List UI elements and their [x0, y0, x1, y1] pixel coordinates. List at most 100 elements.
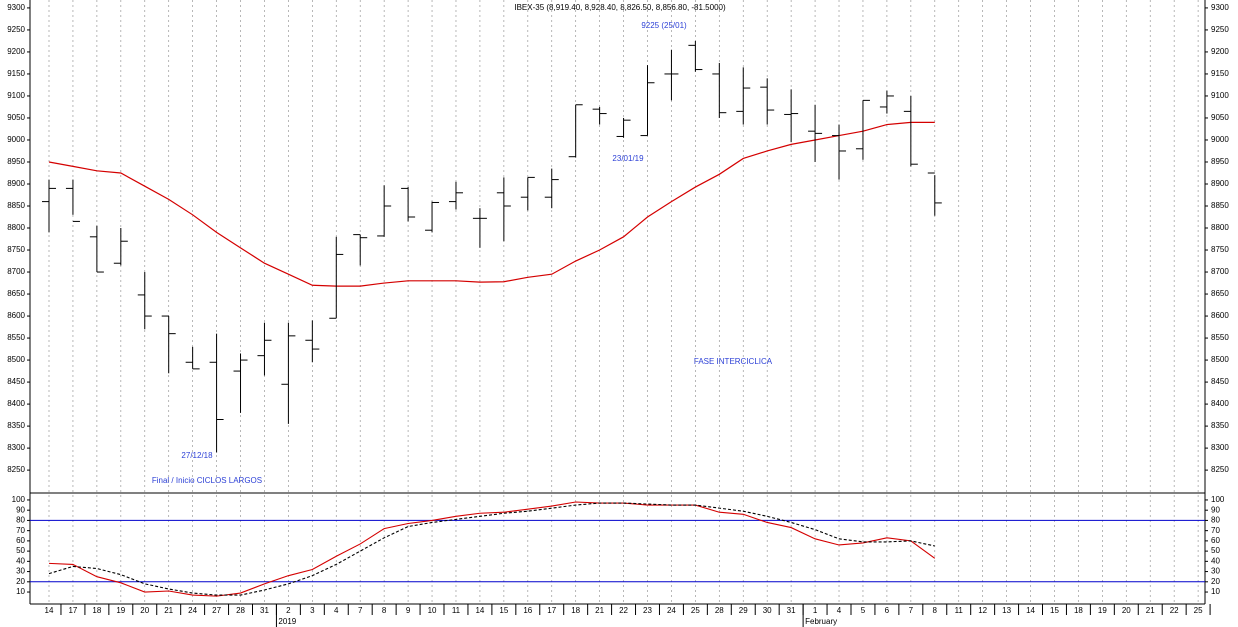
x-tick-label: 11 — [452, 606, 461, 615]
x-tick-label: 9 — [406, 606, 411, 615]
x-tick-label: 21 — [1146, 606, 1155, 615]
y-tick-label: 8350 — [1211, 421, 1229, 430]
x-tick-label: 24 — [188, 606, 197, 615]
y-tick-label: 10 — [16, 587, 25, 596]
y-tick-label: 60 — [16, 536, 25, 545]
x-tick-label: 10 — [428, 606, 437, 615]
x-tick-label: 18 — [1074, 606, 1083, 615]
x-tick-label: 2 — [286, 606, 291, 615]
x-tick-label: 4 — [837, 606, 842, 615]
x-tick-label: 19 — [116, 606, 125, 615]
y-tick-label: 90 — [16, 505, 25, 514]
y-tick-label: 8500 — [1211, 355, 1229, 364]
moving-average — [48, 121, 935, 287]
x-tick-label: 17 — [547, 606, 556, 615]
y-tick-label: 8600 — [7, 311, 25, 320]
y-tick-label: 8300 — [1211, 443, 1229, 452]
y-tick-label: 8950 — [1211, 157, 1229, 166]
x-tick-label: 8 — [933, 606, 938, 615]
x-tick-label: 30 — [763, 606, 772, 615]
y-tick-label: 9000 — [1211, 135, 1229, 144]
annotation: 27/12/18 — [181, 451, 213, 460]
x-tick-label: 1 — [813, 606, 818, 615]
y-tick-label: 9050 — [7, 113, 25, 122]
y-tick-label: 40 — [1211, 556, 1220, 565]
y-tick-label: 8900 — [7, 179, 25, 188]
x-tick-label: 3 — [310, 606, 315, 615]
x-tick-label: 14 — [45, 606, 54, 615]
y-tick-label: 9300 — [1211, 3, 1229, 12]
x-tick-label: 18 — [571, 606, 580, 615]
x-tick-label: 12 — [978, 606, 987, 615]
x-tick-label: 21 — [595, 606, 604, 615]
y-tick-label: 8650 — [1211, 289, 1229, 298]
y-tick-label: 8400 — [1211, 399, 1229, 408]
y-tick-label: 8800 — [1211, 223, 1229, 232]
y-tick-label: 8800 — [7, 223, 25, 232]
y-tick-label: 50 — [1211, 546, 1220, 555]
x-tick-label: 22 — [1170, 606, 1179, 615]
x-tick-label: 27 — [212, 606, 221, 615]
y-tick-label: 8350 — [7, 421, 25, 430]
annotation: Final / Inicio CICLOS LARGOS — [152, 476, 262, 485]
x-tick-label: 31 — [260, 606, 269, 615]
y-tick-label: 100 — [1211, 495, 1225, 504]
oscillator-line — [48, 501, 936, 597]
y-tick-label: 70 — [16, 526, 25, 535]
y-tick-label: 80 — [1211, 516, 1220, 525]
x-tick-label: 25 — [1194, 606, 1203, 615]
x-tick-label: 5 — [861, 606, 866, 615]
x-tick-label: 6 — [885, 606, 890, 615]
x-tick-label: 21 — [164, 606, 173, 615]
y-tick-label: 100 — [12, 495, 26, 504]
x-tick-label: 24 — [667, 606, 676, 615]
y-tick-label: 8400 — [7, 399, 25, 408]
y-tick-label: 9300 — [7, 3, 25, 12]
y-tick-label: 8900 — [1211, 179, 1229, 188]
period-label: February — [805, 617, 837, 626]
y-tick-label: 9200 — [1211, 47, 1229, 56]
y-tick-label: 9050 — [1211, 113, 1229, 122]
y-tick-label: 8600 — [1211, 311, 1229, 320]
x-tick-label: 31 — [787, 606, 796, 615]
x-tick-label: 4 — [334, 606, 339, 615]
y-tick-label: 8300 — [7, 443, 25, 452]
x-tick-label: 16 — [523, 606, 532, 615]
x-tick-label: 14 — [1026, 606, 1035, 615]
y-tick-label: 8950 — [7, 157, 25, 166]
y-tick-label: 90 — [1211, 505, 1220, 514]
x-tick-label: 18 — [92, 606, 101, 615]
x-tick-label: 22 — [619, 606, 628, 615]
y-tick-label: 50 — [16, 546, 25, 555]
y-tick-label: 8650 — [7, 289, 25, 298]
y-tick-label: 8550 — [7, 333, 25, 342]
x-tick-label: 20 — [140, 606, 149, 615]
x-tick-label: 25 — [691, 606, 700, 615]
y-tick-label: 20 — [1211, 577, 1220, 586]
y-tick-label: 8250 — [7, 465, 25, 474]
y-tick-label: 9100 — [1211, 91, 1229, 100]
y-tick-label: 9200 — [7, 47, 25, 56]
y-tick-label: 9150 — [1211, 69, 1229, 78]
y-tick-label: 8750 — [1211, 245, 1229, 254]
x-tick-label: 7 — [909, 606, 914, 615]
y-tick-label: 10 — [1211, 587, 1220, 596]
y-tick-label: 8700 — [7, 267, 25, 276]
oscillator-line — [48, 502, 935, 596]
y-tick-label: 30 — [16, 567, 25, 576]
y-tick-label: 8700 — [1211, 267, 1229, 276]
x-tick-label: 7 — [358, 606, 363, 615]
y-tick-label: 9250 — [7, 25, 25, 34]
y-tick-label: 60 — [1211, 536, 1220, 545]
y-tick-label: 9150 — [7, 69, 25, 78]
y-tick-label: 8250 — [1211, 465, 1229, 474]
y-tick-label: 40 — [16, 556, 25, 565]
y-tick-label: 8750 — [7, 245, 25, 254]
y-tick-label: 8450 — [7, 377, 25, 386]
annotation: 23/01/19 — [612, 154, 644, 163]
annotation: FASE INTERCICLICA — [694, 357, 773, 366]
y-tick-label: 9100 — [7, 91, 25, 100]
x-tick-label: 8 — [382, 606, 387, 615]
